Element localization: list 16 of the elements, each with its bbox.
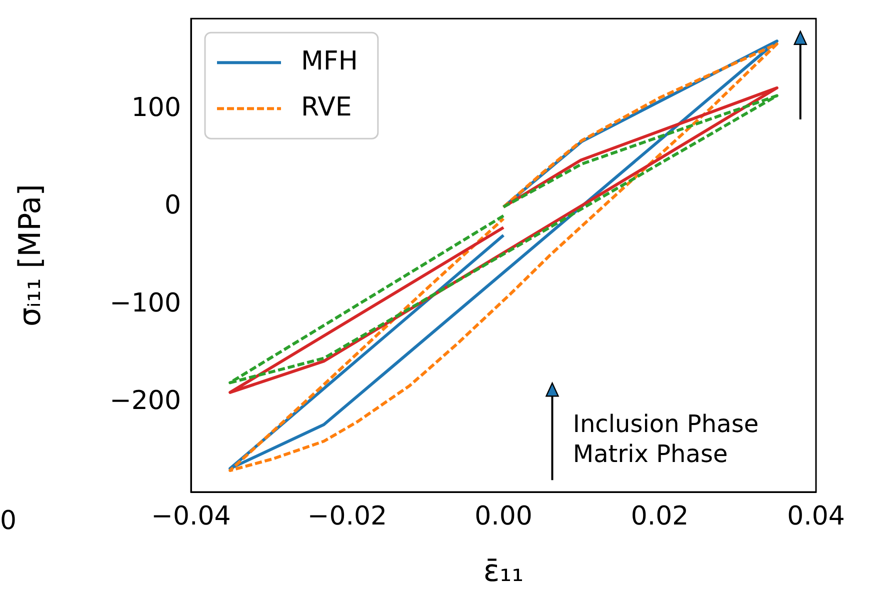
x-tick-label: 0.00 (474, 501, 532, 532)
x-tick-label: 0.04 (787, 501, 845, 532)
legend-label: RVE (301, 92, 352, 122)
y-tick-label: −200 (110, 386, 181, 416)
legend-label: MFH (301, 46, 358, 76)
y-tick-label: 100 (131, 93, 181, 124)
y-tick-label: −100 (110, 288, 181, 318)
x-tick-label: −0.04 (151, 501, 231, 532)
y-axis-title: σᵢ₁₁ [MPa] (12, 184, 48, 326)
annotation: Matrix Phase (572, 440, 728, 468)
x-axis-title: ε̄₁₁ (483, 554, 524, 589)
y-tick-label: 0 (164, 190, 181, 221)
x-tick-label: 0.02 (630, 501, 689, 532)
x-tick-label: −0.02 (307, 501, 388, 532)
annotation: Inclusion Phase (572, 410, 759, 438)
text: 0 (0, 506, 17, 536)
